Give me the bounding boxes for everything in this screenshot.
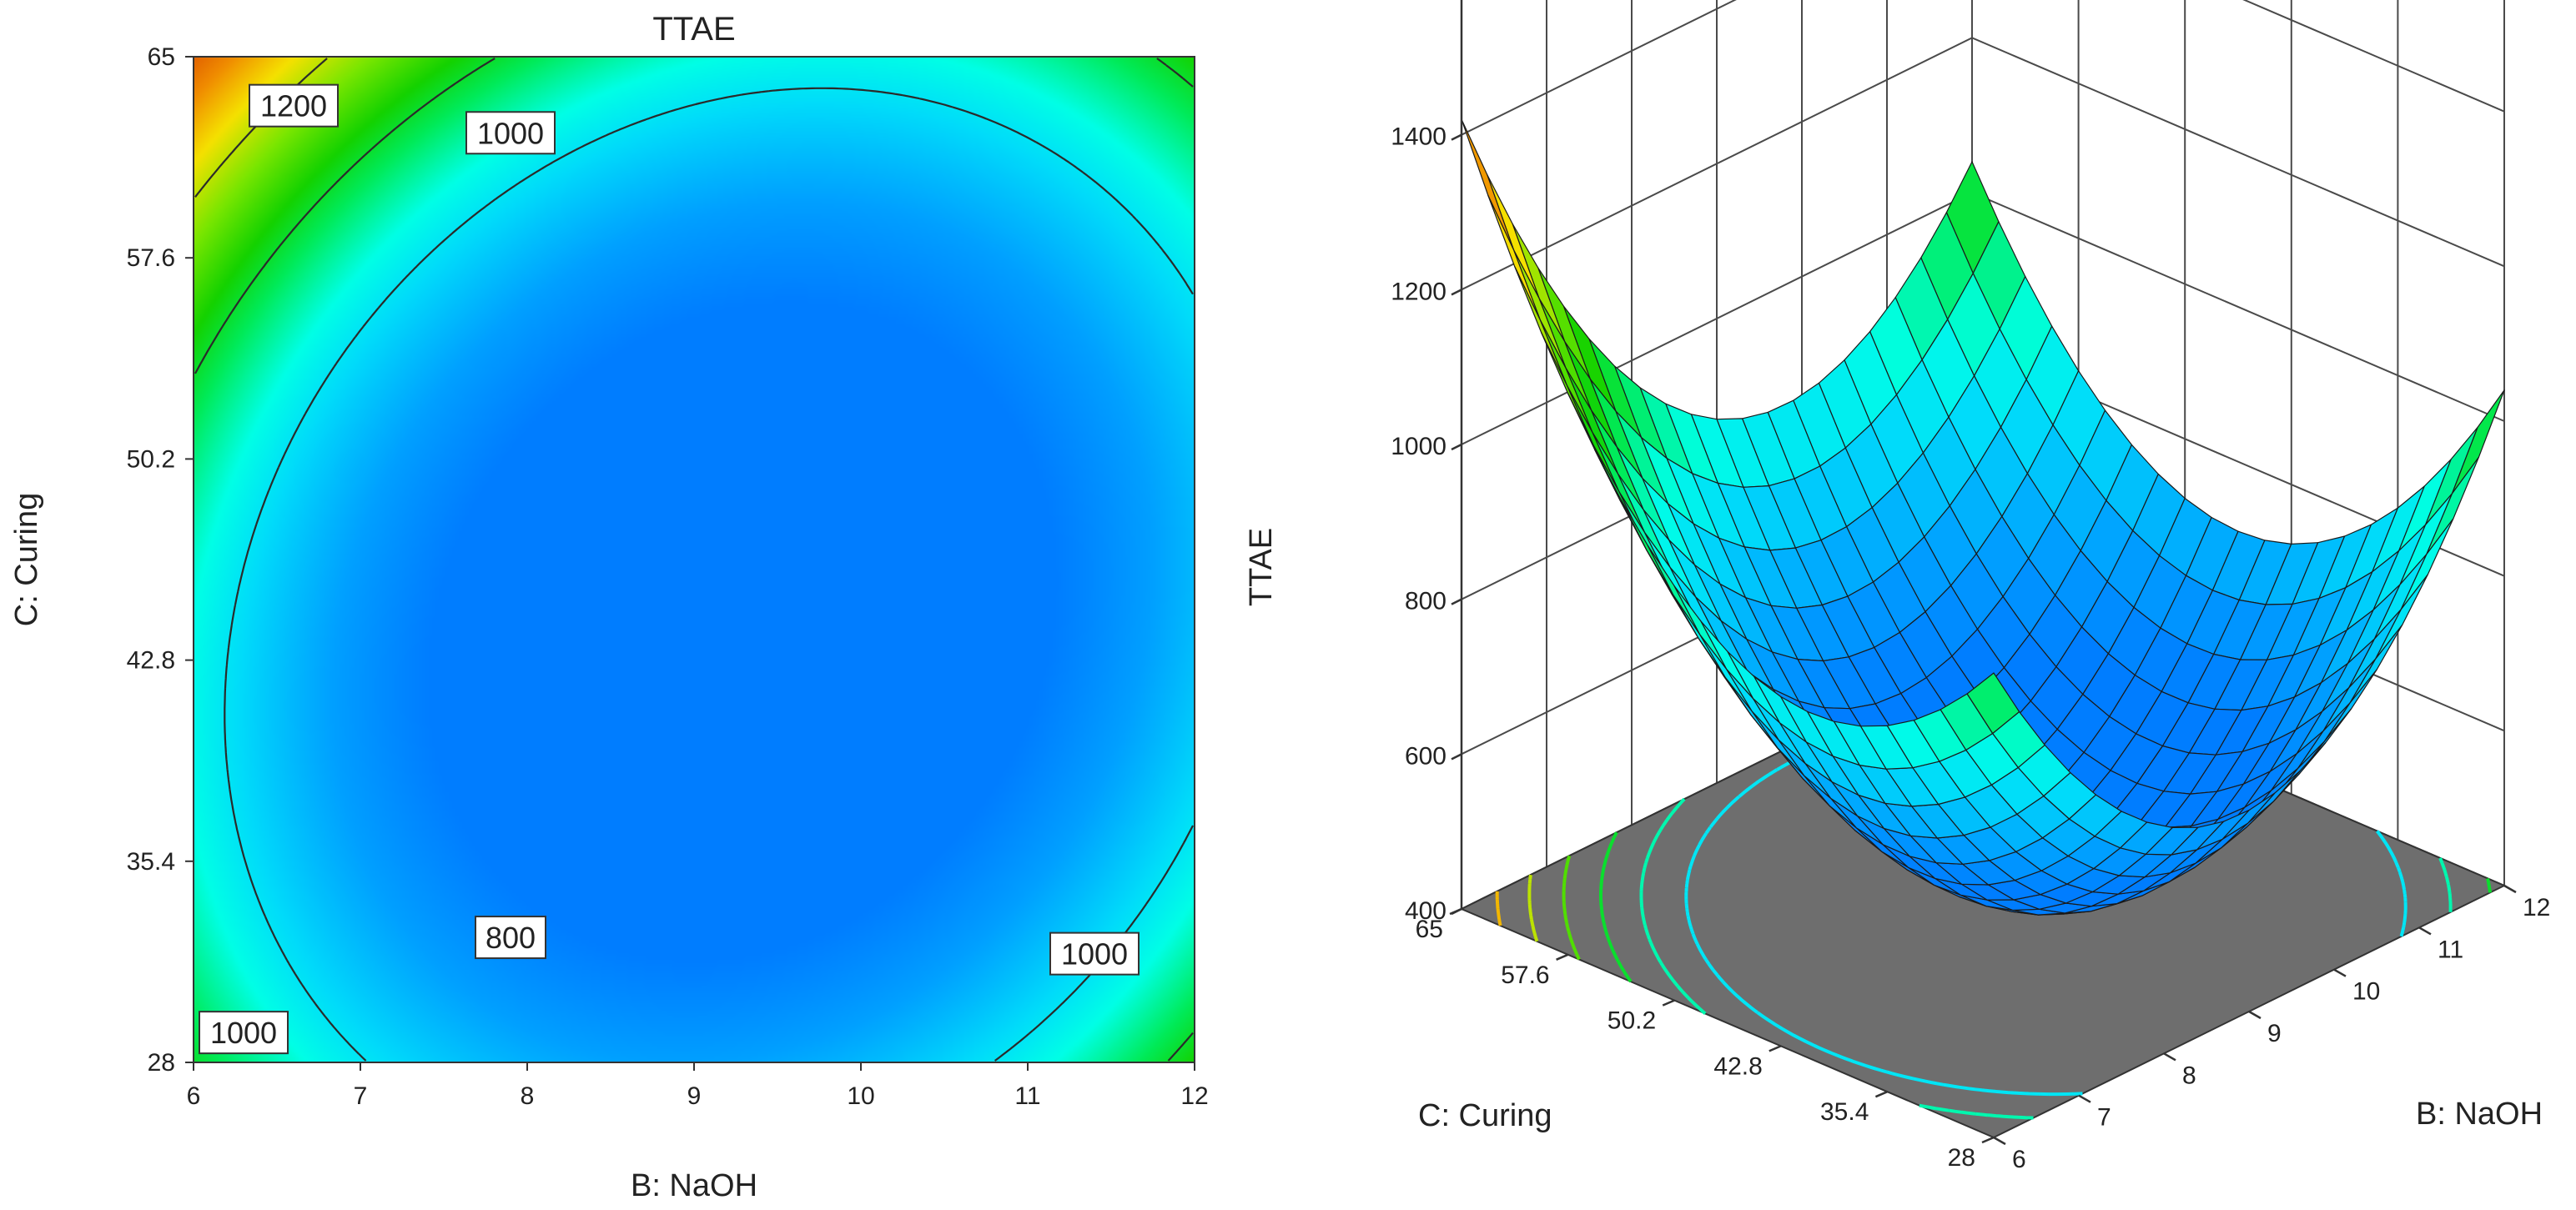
z-tick-label: 1400 (1391, 123, 1446, 151)
c-tick-mark (1981, 1136, 1995, 1144)
b-tick-label: 7 (2097, 1104, 2111, 1132)
b-tick-mark (2503, 884, 2517, 894)
surface-mesh (1461, 118, 2505, 916)
contour-label-text: 1200 (260, 89, 327, 123)
b-tick-label: 11 (2438, 936, 2463, 963)
c-tick-label: 65 (1416, 916, 1443, 943)
contour-heatmap (194, 57, 1195, 1062)
contour-label: 1000 (465, 111, 556, 155)
c-tick-mark (1768, 1045, 1782, 1052)
contour-label: 1000 (199, 1011, 289, 1055)
contour-label-box (475, 916, 546, 960)
b-tick-label: 9 (2267, 1020, 2282, 1047)
c-tick-mark (1874, 1091, 1888, 1098)
c-tick-mark (1449, 907, 1462, 916)
surface-x-axis-title: B: NaOH (2416, 1097, 2543, 1132)
x-tick-label: 11 (1014, 1082, 1040, 1110)
z-tick-label: 800 (1405, 588, 1446, 615)
contour-line-800 (224, 87, 1195, 1062)
contour-label-box (465, 111, 556, 155)
b-tick-mark (2333, 968, 2347, 977)
contour-label-text: 1000 (1061, 937, 1128, 972)
z-tick-label: 1000 (1391, 433, 1446, 460)
c-tick-label: 42.8 (1713, 1052, 1762, 1080)
contour-lines (194, 58, 1195, 1062)
z-tick-label: 600 (1405, 742, 1446, 770)
b-tick-label: 10 (2352, 978, 2380, 1006)
y-tick-label: 50.2 (127, 445, 175, 473)
contour-label: 800 (475, 916, 546, 960)
z-tick-mark (1451, 443, 1462, 451)
surface-plot: 400600800100012001400160067891011122835.… (1244, 0, 2550, 1173)
contour-label-text: 800 (486, 921, 536, 955)
y-tick-label: 57.6 (127, 244, 175, 272)
floor-contour-1300 (1495, 891, 1502, 926)
b-tick-label: 12 (2523, 894, 2550, 921)
contour-label: 1000 (1049, 931, 1140, 976)
contour-labels: 1200 1000 800 1000 1000 (199, 83, 1140, 1055)
b-tick-mark (2418, 926, 2432, 936)
x-tick-label: 8 (521, 1082, 535, 1110)
surface-z-axis-title: TTAE (1244, 528, 1279, 606)
contour-label-text: 1000 (210, 1016, 277, 1050)
contour-label-box (1049, 931, 1140, 976)
z-tick-mark (1451, 133, 1462, 141)
z-tick-label: 1200 (1391, 278, 1446, 305)
contour-plot: TTAE 1200 1000 800 1000 1000 6 7 8 9 10 11 12 28 35… (9, 11, 1209, 1203)
x-tick-label: 12 (1180, 1082, 1208, 1110)
y-tick-label: 28 (148, 1049, 175, 1077)
contour-x-ticks: 6 7 8 9 10 11 12 (187, 1062, 1209, 1110)
b-tick-label: 8 (2182, 1062, 2196, 1089)
c-tick-label: 50.2 (1607, 1007, 1656, 1035)
x-tick-label: 9 (687, 1082, 702, 1110)
b-tick-mark (1993, 1136, 2006, 1146)
contour-label-box (249, 83, 339, 128)
b-tick-mark (2078, 1094, 2091, 1103)
floor-contour-1100 (1562, 855, 1581, 961)
contour-y-axis-title: C: Curing (9, 493, 44, 627)
contour-y-ticks: 28 35.4 42.8 50.2 57.6 65 (127, 43, 194, 1077)
c-tick-label: 35.4 (1820, 1098, 1869, 1126)
c-tick-label: 28 (1948, 1144, 1975, 1172)
floor-contour-1200 (1527, 874, 1539, 942)
surface-facet (1966, 672, 2020, 735)
contour-line-1000 (194, 58, 1194, 1062)
z-tick-mark (1451, 753, 1462, 761)
contour-label-text: 1000 (477, 116, 544, 150)
contour-label-box (199, 1011, 289, 1055)
x-tick-label: 10 (847, 1082, 874, 1110)
z-tick-mark (1451, 289, 1462, 296)
surface-y-axis-title: C: Curing (1418, 1098, 1552, 1133)
contour-title: TTAE (652, 11, 735, 48)
contour-x-axis-title: B: NaOH (631, 1168, 757, 1203)
b-tick-mark (2248, 1010, 2262, 1020)
y-tick-label: 65 (148, 43, 175, 71)
z-tick-label: 400 (1405, 897, 1446, 925)
surface-axes: 400600800100012001400160067891011122835.… (1391, 0, 2550, 1173)
b-tick-label: 6 (2012, 1146, 2026, 1173)
y-tick-label: 42.8 (127, 647, 175, 675)
x-tick-label: 6 (187, 1082, 201, 1110)
c-tick-mark (1662, 999, 1675, 1007)
y-tick-label: 35.4 (127, 848, 175, 876)
c-tick-mark (1556, 953, 1569, 961)
z-tick-mark (1451, 598, 1462, 605)
contour-label: 1200 (249, 83, 339, 128)
c-tick-label: 57.6 (1501, 961, 1549, 989)
x-tick-label: 7 (354, 1082, 368, 1110)
b-tick-mark (2163, 1052, 2176, 1062)
